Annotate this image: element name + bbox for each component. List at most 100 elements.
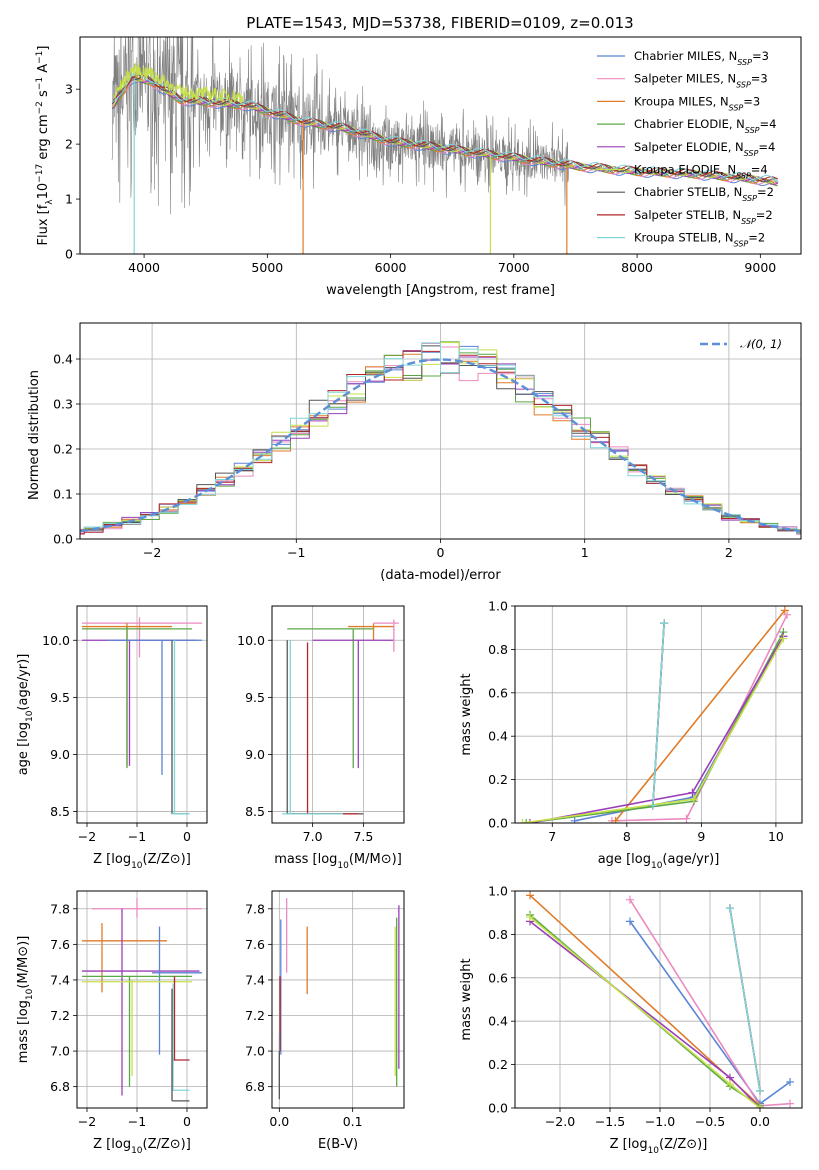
errorbar-plot-area [282,619,399,815]
x-axis-label: age [log10(age/yr)] [598,852,720,871]
y-tick-label: 0.4 [488,1014,508,1029]
x-tick-label: 4000 [128,260,160,275]
plus-marker [525,819,534,823]
plus-marker [626,917,634,926]
plus-marker [786,1099,794,1108]
y-tick-label: 2 [65,137,73,152]
plus-marker [756,1086,764,1095]
legend-entry: Kroupa STELIB, NSSP=2 [634,231,765,249]
x-axis-label: Z [log10(Z/Z⊙)] [93,1137,191,1156]
y-tick-label: 7.4 [245,972,265,987]
x-tick-label: −2.0 [545,1114,575,1129]
plus-marker [688,788,697,797]
line-plot-area [526,891,794,1108]
legend-entry: Kroupa MILES, NSSP=3 [634,94,760,112]
figure-title: PLATE=1543, MJD=53738, FIBERID=0109, z=0… [246,14,633,32]
mass-weight-series-line [529,635,785,823]
plus-marker [682,814,691,823]
spectrum-legend: Chabrier MILES, NSSP=3 Salpeter MILES, NS… [597,49,776,248]
spectrum-plot-area [111,37,779,254]
legend-entry: Chabrier STELIB, NSSP=2 [634,185,774,203]
y-tick-label: 8.5 [50,804,70,819]
axes-frame [79,322,802,540]
x-tick-label: −0.5 [695,1114,725,1129]
plus-marker [570,816,579,823]
x-tick-label: −1 [128,1114,146,1129]
x-axis-label: Z [log10(Z/Z⊙)] [610,1137,708,1156]
y-tick-label: 9.0 [245,747,265,762]
mass-weight-series-line [614,609,786,822]
age-vs-mass-panel: 7.0 7.5 8.5 9.0 9.5 10.0 mass [log10(M/M⊙)] [237,605,405,871]
plus-marker [648,801,657,810]
y-tick-label: 10.0 [42,633,70,648]
mass-weight-series-line [729,908,761,1091]
y-axis-label: mass weight [459,958,474,1040]
errorbar-plot-area [82,617,202,815]
spectrum-panel: 4000 5000 6000 7000 8000 9000 0 1 2 3 wavelength [… [35,36,802,298]
y-tick-label: 0.3 [53,397,73,412]
legend-entry: Kroupa ELODIE, NSSP=4 [634,163,768,181]
y-tick-label: 7.0 [245,1044,265,1059]
residuals-panel: −2 −1 0 1 2 0.0 0.1 0.2 0.3 0.4 (data-model)/error… [27,322,802,583]
x-axis-label: E(B-V) [318,1137,358,1152]
y-axis-label: age [log10(age/yr)] [16,654,35,776]
axes-frame [271,890,405,1109]
histogram-plot-area [80,341,801,535]
residual-histogram-step [80,342,801,533]
y-tick-label: 9.5 [245,690,265,705]
errorbar-plot-area [82,898,202,1102]
y-axis-label: mass weight [459,673,474,755]
y-tick-label: 7.8 [50,901,70,916]
y-tick-label: 7.0 [50,1044,70,1059]
plus-marker [526,891,534,900]
x-tick-label: −2 [78,1114,96,1129]
y-tick-label: 0.4 [53,352,73,367]
y-tick-label: 9.5 [50,690,70,705]
legend-entry: Salpeter ELODIE, NSSP=4 [634,140,775,158]
y-tick-label: 8.5 [245,804,265,819]
age-vs-metallicity-panel: −2 −1 0 8.5 9.0 9.5 10.0 Z [log10(Z/Z⊙)] age [lo… [16,605,208,871]
y-tick-label: 0.6 [488,970,508,985]
y-axis-label: mass [log10(M/M⊙)] [16,936,35,1064]
plus-marker [726,904,734,913]
y-tick-label: 3 [65,82,73,97]
y-tick-label: 10.0 [237,633,265,648]
x-tick-label: 8 [623,829,631,844]
x-tick-label: 0.1 [343,1114,363,1129]
x-tick-label: 0.0 [750,1114,770,1129]
y-tick-label: 1 [65,192,73,207]
x-tick-label: −1.5 [595,1114,625,1129]
errorbar-plot-area [278,898,400,1100]
x-tick-label: 0 [437,545,445,560]
gaussian-reference-curve [80,358,801,533]
y-tick-label: 1.0 [488,884,508,899]
axes-frame [271,605,405,824]
plus-marker [660,619,669,628]
plus-marker [522,819,531,823]
x-tick-label: 7.0 [303,829,323,844]
y-tick-label: 7.2 [50,1008,70,1023]
x-axis-label: wavelength [Angstrom, rest frame] [326,283,555,298]
y-tick-label: 0.6 [488,685,508,700]
x-tick-label: −1 [128,829,146,844]
y-tick-label: 0.8 [488,927,508,942]
y-tick-label: 0.1 [53,487,73,502]
x-tick-label: 7000 [498,260,530,275]
y-tick-label: 0.8 [488,642,508,657]
x-tick-label: 7.5 [353,829,373,844]
plus-marker [779,634,788,643]
x-tick-label: −2 [78,829,96,844]
x-tick-label: 5000 [251,260,283,275]
mass-weight-series-line [529,916,761,1108]
x-tick-label: −2 [143,545,161,560]
mass-vs-extinction-panel: 0.0 0.1 6.8 7.0 7.2 7.4 7.6 7.8 E(B-V) [245,890,405,1152]
legend-entry: Chabrier ELODIE, NSSP=4 [634,117,776,135]
axes-frame [514,890,803,1109]
y-tick-label: 0.4 [488,729,508,744]
x-tick-label: 2 [725,545,733,560]
plus-marker [756,1104,764,1108]
x-tick-label: 9 [697,829,705,844]
y-tick-label: 0.0 [488,1101,508,1116]
y-tick-label: 7.2 [245,1008,265,1023]
